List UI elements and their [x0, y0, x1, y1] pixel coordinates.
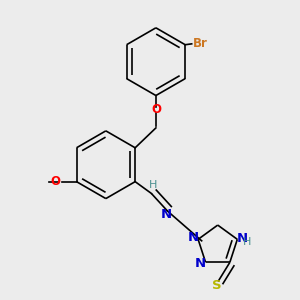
Text: N: N: [237, 232, 248, 245]
Text: O: O: [50, 175, 60, 188]
Text: S: S: [212, 278, 221, 292]
Text: N: N: [187, 231, 198, 244]
Text: H: H: [148, 180, 157, 190]
Text: H: H: [243, 237, 251, 247]
Text: O: O: [151, 103, 161, 116]
Text: N: N: [195, 257, 206, 270]
Text: N: N: [160, 208, 172, 221]
Text: Br: Br: [193, 37, 207, 50]
